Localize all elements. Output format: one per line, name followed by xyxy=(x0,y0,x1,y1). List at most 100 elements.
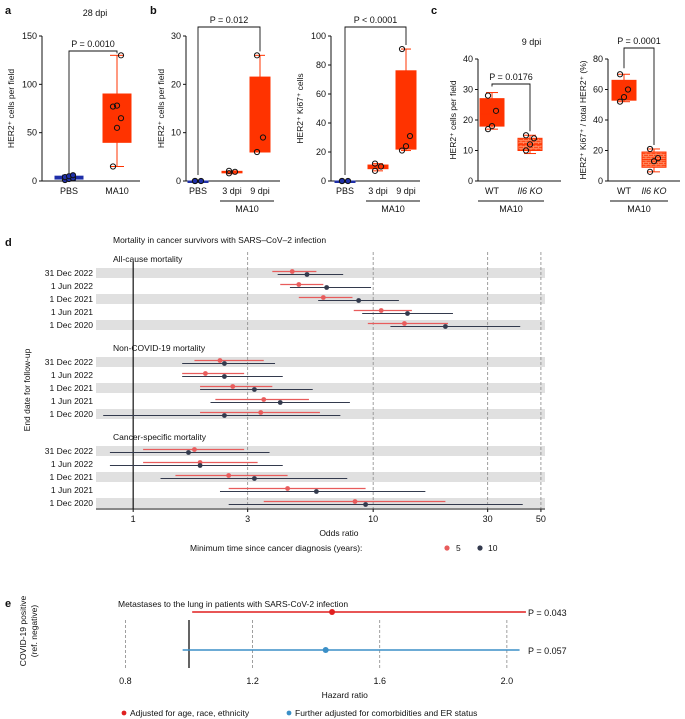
x-tick-label-e: 1.2 xyxy=(246,676,259,686)
group-label-c2: MA10 xyxy=(627,204,651,214)
data-point xyxy=(197,177,205,185)
data-point xyxy=(646,145,654,153)
x-tick-label-e: 1.6 xyxy=(373,676,386,686)
x-tick-label: MA10 xyxy=(105,186,129,196)
y-axis-label-b2: HER2⁺ Ki67⁺ cells xyxy=(295,73,305,143)
p-value-b2: P < 0.0001 xyxy=(354,15,398,25)
row-label: 1 Jun 2021 xyxy=(51,485,93,495)
x-tick-label-d: 10 xyxy=(368,514,378,524)
estimate-10 xyxy=(186,450,191,455)
box-WT xyxy=(479,98,505,127)
group-title: Cancer-specific mortality xyxy=(113,432,207,442)
row-band xyxy=(96,498,545,508)
chart-title-e: Metastases to the lung in patients with … xyxy=(118,599,348,609)
data-point xyxy=(398,147,406,154)
significance-bracket-c1 xyxy=(491,83,531,132)
row-band xyxy=(96,320,545,330)
row-band xyxy=(96,357,545,367)
x-tick-label: WT xyxy=(617,186,631,196)
estimate-5 xyxy=(261,397,267,402)
x-axis-label-e: Hazard ratio xyxy=(322,690,369,700)
panel-label-b: b xyxy=(150,5,157,17)
data-point xyxy=(113,102,121,109)
row-band xyxy=(96,472,545,482)
data-point xyxy=(488,123,496,130)
data-point xyxy=(225,167,233,174)
y-tick-label-c1: 40 xyxy=(463,54,473,64)
x-tick-label: 3 dpi xyxy=(368,186,388,196)
y-axis-label-d: End date for follow-up xyxy=(22,348,32,431)
data-point xyxy=(654,155,662,162)
legend-marker-e xyxy=(286,710,292,716)
legend-marker-5 xyxy=(444,545,450,551)
y-tick-label-b1: 0 xyxy=(176,176,181,186)
x-tick-label-e: 0.8 xyxy=(119,676,132,686)
panel-label-a: a xyxy=(5,5,12,17)
y-tick-label-c2: 20 xyxy=(593,146,603,156)
y-tick-label-b2: 0 xyxy=(321,176,326,186)
row-band xyxy=(96,383,545,393)
row-band xyxy=(96,294,545,304)
x-tick-label-e: 2.0 xyxy=(501,676,514,686)
data-point xyxy=(253,52,261,59)
group-label-b1: MA10 xyxy=(235,204,259,214)
data-point xyxy=(371,160,379,167)
estimate-10 xyxy=(222,413,227,418)
p-value-c2: P = 0.0001 xyxy=(617,36,661,46)
x-tick-label: 9 dpi xyxy=(250,186,270,196)
data-point xyxy=(522,132,530,139)
estimate-10 xyxy=(197,463,203,468)
data-point xyxy=(526,141,534,148)
x-tick-label: Il6 KO xyxy=(641,186,666,196)
estimate-10 xyxy=(277,400,283,405)
data-point xyxy=(117,115,125,122)
x-tick-label-d: 50 xyxy=(536,514,546,524)
data-point xyxy=(406,132,414,140)
estimate-10 xyxy=(252,476,257,481)
estimate-5 xyxy=(320,295,326,300)
estimate-5 xyxy=(203,371,208,376)
data-point xyxy=(484,126,492,133)
data-point xyxy=(492,107,500,114)
estimate-5 xyxy=(289,269,295,274)
estimate-e xyxy=(322,647,329,653)
row-band xyxy=(96,446,545,456)
y-tick-label-a: 100 xyxy=(22,79,37,89)
y-tick-label-b1: 30 xyxy=(171,31,181,41)
estimate-e xyxy=(329,609,336,615)
group-label-c1: MA10 xyxy=(499,204,523,214)
estimate-10 xyxy=(356,298,362,303)
y-tick-label-c1: 20 xyxy=(463,115,473,125)
y-tick-label-c1: 30 xyxy=(463,85,473,95)
x-tick-label: PBS xyxy=(336,186,354,196)
x-tick-label: 9 dpi xyxy=(396,186,416,196)
y-tick-label-b2: 20 xyxy=(316,147,326,157)
panel-label-d: d xyxy=(5,237,12,249)
row-label: 1 Dec 2020 xyxy=(50,409,94,419)
p-value-e: P = 0.057 xyxy=(528,646,567,656)
data-point xyxy=(377,163,385,170)
estimate-5 xyxy=(285,486,290,491)
legend-label-5: 5 xyxy=(456,543,461,553)
estimate-5 xyxy=(192,447,197,452)
row-label: 1 Jun 2021 xyxy=(51,307,93,317)
significance-bracket-b2 xyxy=(344,26,407,175)
estimate-10 xyxy=(252,387,257,392)
y-axis-label-e: COVID-19 positive xyxy=(18,596,28,667)
legend-label-e: Further adjusted for comorbidities and E… xyxy=(295,708,477,718)
row-label: 1 Dec 2021 xyxy=(50,472,94,482)
data-point xyxy=(646,168,654,175)
row-label: 1 Dec 2020 xyxy=(50,498,94,508)
estimate-5 xyxy=(402,321,407,326)
row-label: 1 Jun 2021 xyxy=(51,396,93,406)
x-tick-label-d: 1 xyxy=(131,514,136,524)
estimate-10 xyxy=(222,374,227,379)
data-point xyxy=(371,167,379,174)
row-label: 31 Dec 2022 xyxy=(45,446,93,456)
data-point xyxy=(225,170,233,177)
row-band xyxy=(96,409,545,419)
x-tick-label: PBS xyxy=(189,186,207,196)
y-tick-label-b2: 60 xyxy=(316,89,326,99)
row-label: 31 Dec 2022 xyxy=(45,357,93,367)
y-tick-label-c2: 0 xyxy=(598,176,603,186)
